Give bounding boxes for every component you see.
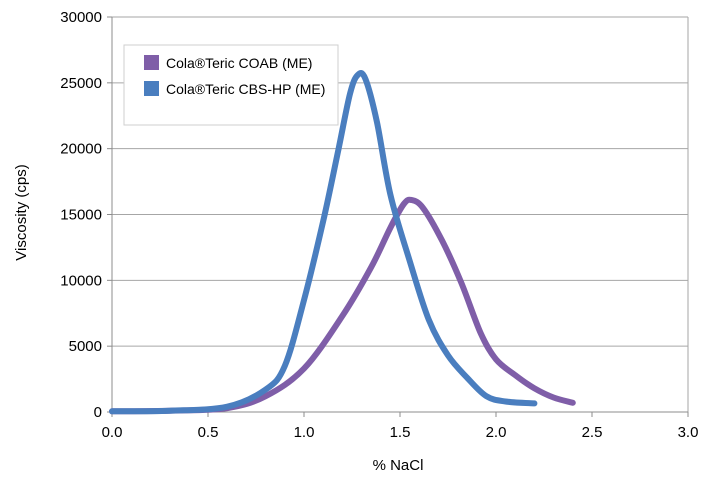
legend-swatch-0 xyxy=(144,55,159,70)
legend-swatch-1 xyxy=(144,81,159,96)
x-tick-label-1: 0.5 xyxy=(198,424,219,441)
x-tick-label-3: 1.5 xyxy=(390,424,411,441)
series-lines xyxy=(109,70,576,415)
legend-label-1: Cola®Teric CBS-HP (ME) xyxy=(166,81,325,97)
y-tick-label-3: 15000 xyxy=(60,207,102,224)
x-tick-label-2: 1.0 xyxy=(294,424,315,441)
legend: Cola®Teric COAB (ME) Cola®Teric CBS-HP (M… xyxy=(123,44,339,126)
y-axis-title: Viscosity (cps) xyxy=(13,164,30,260)
series-line-0 xyxy=(109,196,576,415)
x-tick-label-6: 3.0 xyxy=(678,424,699,441)
x-tick-label-5: 2.5 xyxy=(582,424,603,441)
y-tick-label-6: 30000 xyxy=(60,9,102,26)
y-tick-label-5: 25000 xyxy=(60,75,102,92)
legend-box xyxy=(123,44,339,126)
series-line-1 xyxy=(109,70,538,415)
y-tick-label-0: 0 xyxy=(94,404,102,421)
x-tick-label-0: 0.0 xyxy=(102,424,123,441)
x-tick-label-4: 2.0 xyxy=(486,424,507,441)
y-tick-label-4: 20000 xyxy=(60,141,102,158)
y-tick-label-2: 10000 xyxy=(60,272,102,289)
x-axis-title: % NaCl xyxy=(373,457,424,474)
y-tick-label-1: 5000 xyxy=(69,338,102,355)
axes: 0 5000 10000 15000 20000 25000 30000 0.0 0.5 1.0 1… xyxy=(13,9,698,474)
legend-label-0: Cola®Teric COAB (ME) xyxy=(166,55,312,71)
